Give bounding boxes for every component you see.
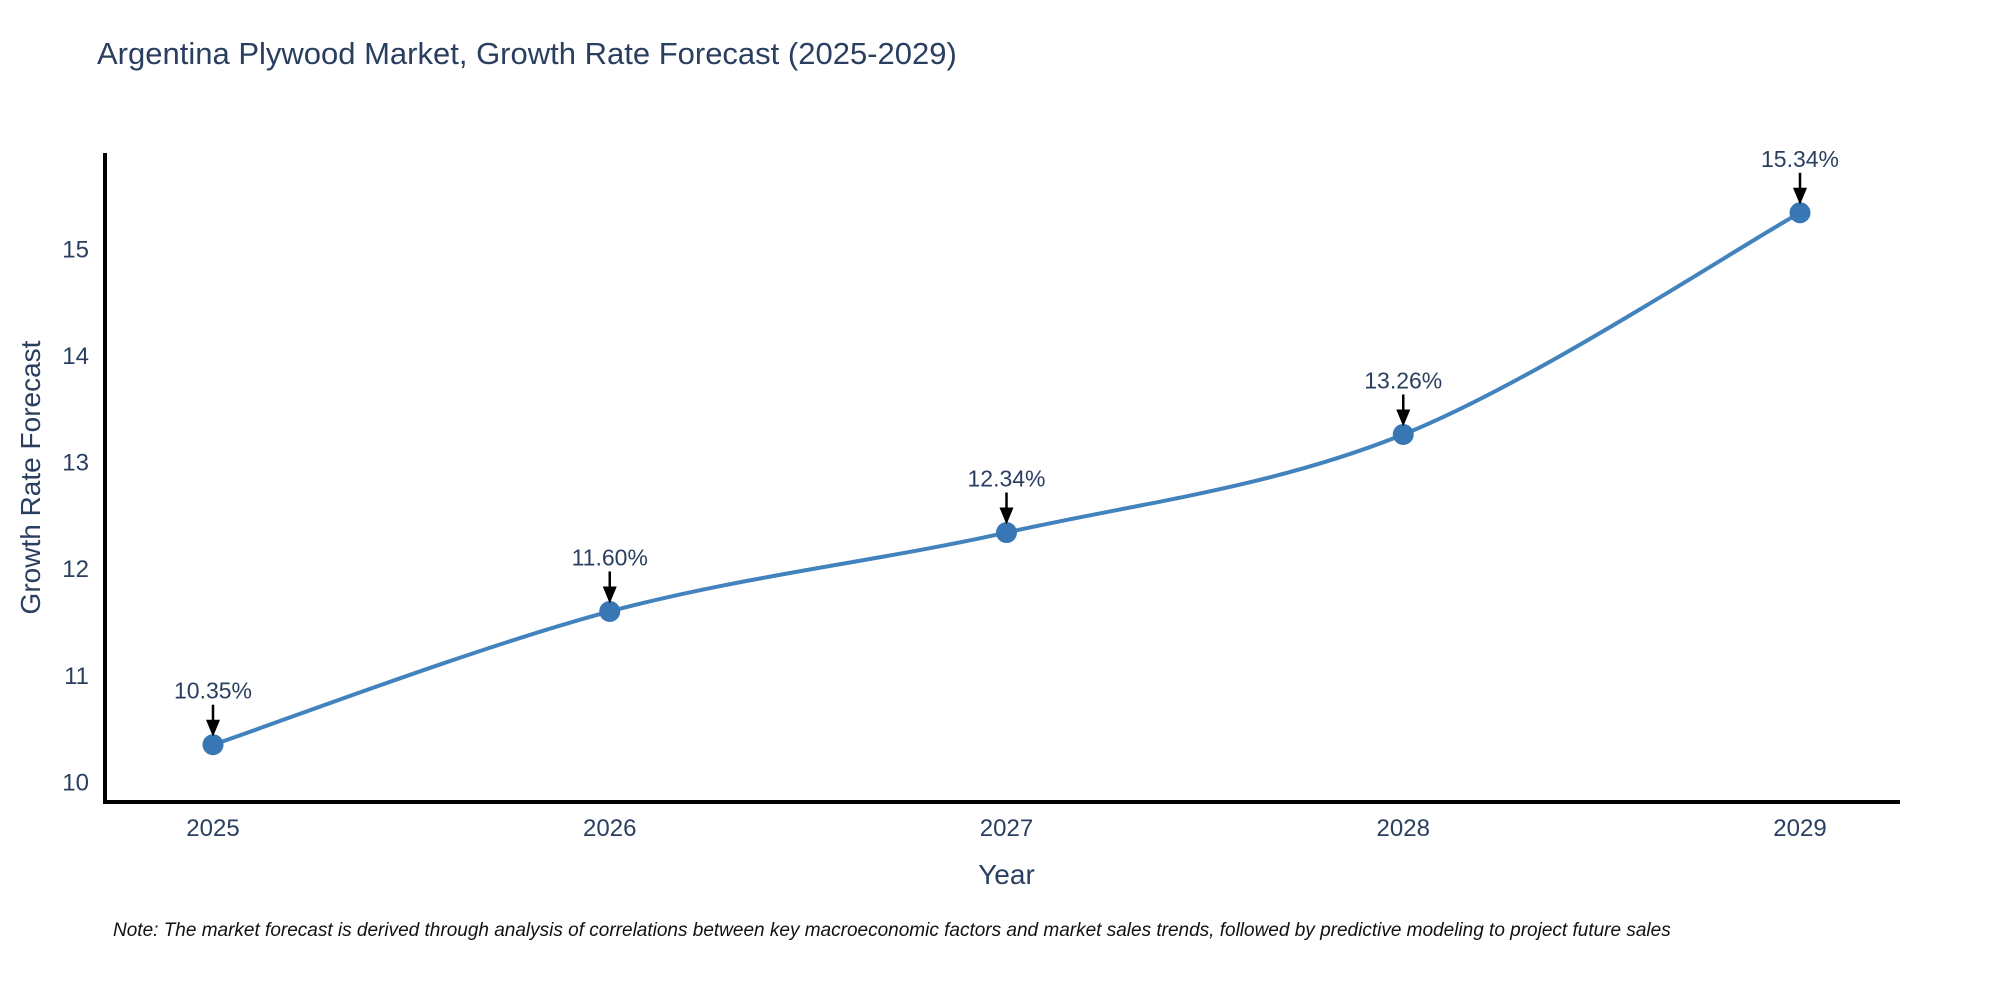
point-value-label: 10.35% [174, 678, 252, 704]
x-axis-title: Year [978, 859, 1035, 890]
y-tick-label: 10 [62, 769, 89, 796]
y-tick-label: 15 [62, 236, 89, 263]
data-point-marker [202, 734, 224, 756]
footnote-text: Note: The market forecast is derived thr… [113, 920, 1671, 941]
y-tick-label: 13 [62, 450, 89, 477]
point-value-label: 13.26% [1364, 367, 1442, 393]
data-point-marker [996, 522, 1017, 544]
annotation-arrow-head [1793, 187, 1807, 205]
y-axis-title: Growth Rate Forecast [15, 340, 46, 614]
annotation-arrow-head [999, 507, 1014, 525]
point-value-label: 11.60% [572, 544, 648, 570]
data-point-marker [599, 600, 621, 622]
x-tick-label: 2027 [980, 815, 1033, 842]
annotation-arrow-head [206, 719, 220, 737]
data-point-marker [1789, 202, 1811, 224]
point-value-label: 15.34% [1761, 146, 1839, 172]
x-tick-label: 2025 [186, 815, 239, 842]
x-tick-label: 2029 [1773, 815, 1826, 842]
y-tick-label: 12 [62, 556, 89, 583]
x-tick-label: 2026 [583, 815, 636, 842]
x-tick-label: 2028 [1377, 815, 1430, 842]
annotation-arrow-head [602, 586, 617, 604]
data-point-marker [1392, 423, 1414, 445]
y-tick-label: 14 [62, 343, 89, 370]
point-value-label: 12.34% [967, 466, 1045, 492]
y-tick-label: 11 [64, 663, 89, 690]
chart-title: Argentina Plywood Market, Growth Rate Fo… [97, 36, 957, 71]
annotation-arrow-head [1396, 409, 1411, 427]
